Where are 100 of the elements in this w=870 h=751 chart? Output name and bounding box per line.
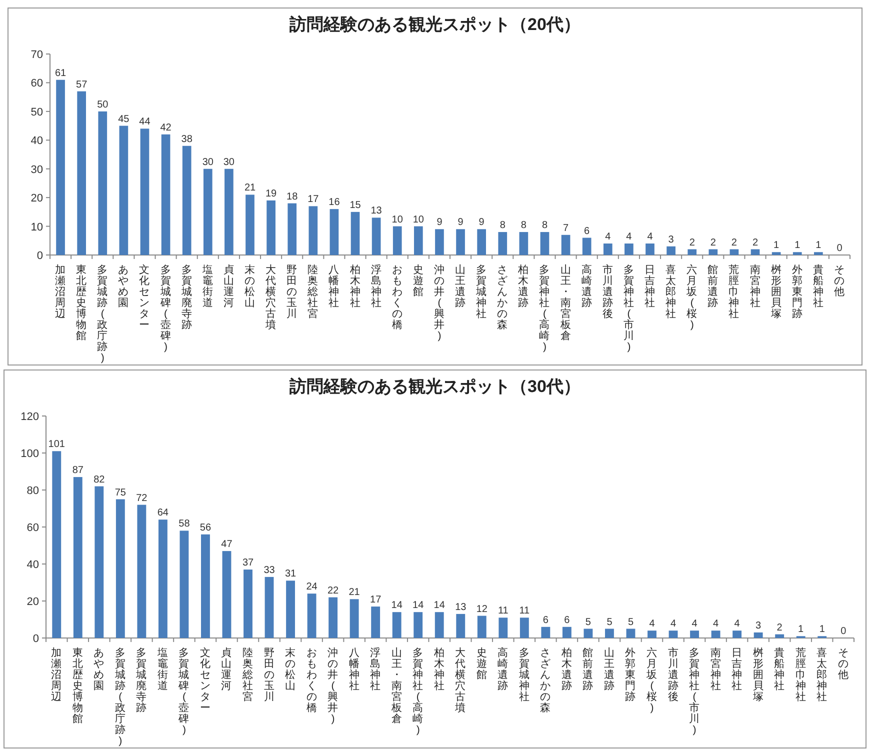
bar <box>414 612 423 638</box>
x-tick-label: 浮島神社 <box>370 646 382 692</box>
data-label: 2 <box>710 237 716 248</box>
x-tick-label: 史遊館 <box>412 263 424 298</box>
x-tick-label: 日吉神社 <box>732 647 743 692</box>
y-tick-label: 20 <box>26 596 39 608</box>
y-tick-label: 120 <box>20 411 39 423</box>
bar <box>140 128 150 255</box>
data-label: 6 <box>542 614 549 626</box>
data-label: 5 <box>628 616 634 628</box>
x-tick-label: 喜太郎神社 <box>816 646 828 703</box>
x-tick-label: 文化センター <box>139 263 150 331</box>
y-tick-label: 100 <box>20 448 39 460</box>
x-tick-label: 市川遺跡後 <box>602 263 614 320</box>
bar <box>498 232 508 255</box>
bar <box>222 551 232 638</box>
x-tick-label: 六月坂(桜) <box>646 646 658 714</box>
bar <box>288 203 297 255</box>
bar <box>203 168 212 255</box>
data-label: 3 <box>668 234 674 246</box>
bar <box>456 229 465 255</box>
bar <box>330 209 339 255</box>
data-label: 8 <box>520 220 527 232</box>
x-tick-label: 多賀城碑(壺碑) <box>159 264 172 353</box>
data-label: 1 <box>798 624 804 636</box>
data-label: 21 <box>244 182 256 194</box>
bar <box>161 134 170 255</box>
bar <box>94 486 104 638</box>
data-label: 75 <box>114 487 126 498</box>
bar <box>244 570 252 638</box>
bar <box>541 626 550 638</box>
x-tick-label: 南宮神社 <box>750 263 761 309</box>
data-label: 12 <box>476 604 488 615</box>
bar <box>307 594 316 638</box>
data-label: 0 <box>840 626 847 637</box>
x-tick-label: 南宮神社 <box>710 646 722 692</box>
data-label: 3 <box>756 620 762 632</box>
x-tick-label: 六月坂(桜) <box>686 263 698 331</box>
data-label: 30 <box>223 156 235 168</box>
data-label: 37 <box>242 558 254 569</box>
y-tick-label: 10 <box>30 221 43 234</box>
data-label: 8 <box>542 220 548 232</box>
x-tick-label: 多賀神社(市川) <box>623 264 634 353</box>
data-label: 72 <box>136 492 148 504</box>
bar <box>648 630 656 638</box>
bar <box>582 238 592 255</box>
data-label: 44 <box>139 116 151 128</box>
x-tick-label: 史遊館 <box>476 646 488 681</box>
x-tick-label: 野田の玉川 <box>286 264 298 320</box>
bar <box>350 599 359 638</box>
data-label: 30 <box>202 156 214 168</box>
bar <box>540 232 550 255</box>
bar <box>98 111 108 255</box>
bar <box>392 226 402 255</box>
x-tick-label: 多賀城神社 <box>518 647 530 703</box>
data-label: 14 <box>391 600 403 612</box>
data-label: 9 <box>458 217 464 228</box>
x-tick-label: 外郭東門跡 <box>625 647 636 703</box>
bar <box>328 597 338 638</box>
bar <box>666 246 676 255</box>
x-tick-label: 東北歴史博物館 <box>76 263 88 342</box>
x-tick-label: 多賀神社(高崎) <box>539 264 550 353</box>
data-label: 18 <box>286 191 298 202</box>
bar <box>434 612 444 638</box>
bar <box>182 146 192 255</box>
data-label: 21 <box>348 587 360 598</box>
x-tick-label: 八幡神社 <box>328 264 340 309</box>
bar <box>732 630 742 638</box>
data-label: 56 <box>200 522 212 534</box>
data-label: 10 <box>412 214 424 226</box>
x-tick-label: 日吉神社 <box>644 264 656 309</box>
x-tick-label: 山王・南宮板倉 <box>390 646 402 725</box>
x-tick-label: あやめ園 <box>94 647 105 692</box>
data-label: 57 <box>76 79 88 90</box>
chart-title: 訪問経験のある観光スポット（20代） <box>288 15 580 34</box>
x-tick-label: 加瀬沼周辺 <box>51 646 62 703</box>
data-label: 1 <box>819 624 826 636</box>
data-label: 4 <box>626 232 632 243</box>
data-label: 5 <box>585 616 592 628</box>
y-tick-label: 0 <box>32 633 39 645</box>
data-label: 17 <box>370 594 382 606</box>
x-tick-label: 荒脛巾神社 <box>795 646 806 703</box>
chart-title: 訪問経験のある観光スポット（30代） <box>288 377 580 396</box>
x-tick-label: 陸奥総社宮 <box>306 264 319 320</box>
data-label: 4 <box>647 232 654 243</box>
bar <box>266 200 276 255</box>
x-tick-label: 野田の玉川 <box>264 647 275 703</box>
bar <box>646 244 654 255</box>
y-tick-label: 50 <box>30 106 43 118</box>
data-label: 14 <box>412 600 424 612</box>
bar <box>116 499 125 638</box>
data-label: 4 <box>649 618 656 630</box>
x-tick-label: 大代横穴古墳 <box>264 263 277 331</box>
data-label: 4 <box>692 618 698 630</box>
y-tick-label: 40 <box>26 559 39 571</box>
data-label: 11 <box>498 606 509 617</box>
bar <box>286 580 295 638</box>
y-tick-label: 30 <box>30 164 43 176</box>
y-tick-label: 40 <box>30 135 43 148</box>
data-label: 8 <box>500 220 506 232</box>
